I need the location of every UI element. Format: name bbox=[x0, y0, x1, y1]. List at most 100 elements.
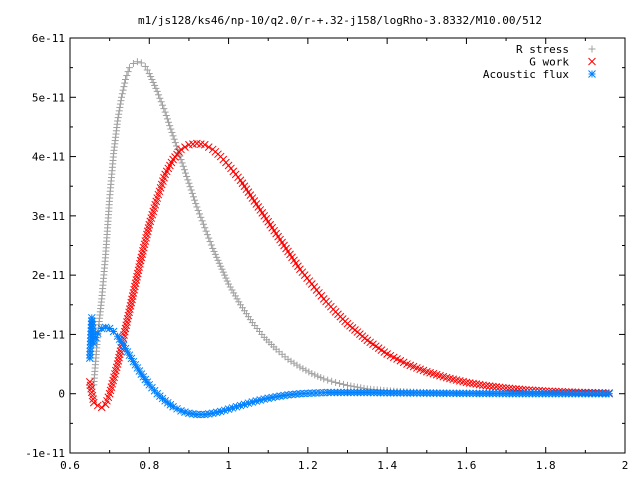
data-point bbox=[332, 378, 340, 386]
data-point bbox=[469, 379, 477, 388]
data-point bbox=[114, 117, 122, 125]
data-point bbox=[114, 114, 122, 122]
data-point bbox=[143, 66, 151, 74]
data-point bbox=[201, 224, 209, 232]
data-point bbox=[115, 353, 123, 362]
data-point bbox=[260, 395, 269, 403]
y-tick-label: 2e-11 bbox=[32, 269, 65, 282]
data-point bbox=[121, 324, 130, 333]
data-point bbox=[186, 183, 194, 191]
data-point bbox=[113, 360, 122, 368]
data-point bbox=[462, 378, 471, 387]
data-point bbox=[120, 83, 128, 91]
data-point bbox=[231, 292, 239, 300]
data-point bbox=[502, 384, 510, 392]
axes: 0.6 0.8 1 1.2 1.4 1.6 1.8 2 -1e-11 0 1e-11 2e-11 3e-… bbox=[25, 32, 628, 472]
data-point bbox=[172, 142, 180, 150]
data-point bbox=[181, 143, 189, 151]
data-point bbox=[117, 97, 125, 105]
data-point bbox=[177, 145, 185, 154]
data-point bbox=[347, 382, 355, 390]
data-point bbox=[176, 152, 184, 160]
data-point bbox=[199, 220, 207, 228]
legend-entry bbox=[588, 57, 596, 66]
y-tick-label: -1e-11 bbox=[25, 447, 65, 460]
data-point bbox=[178, 159, 186, 167]
data-point bbox=[136, 259, 144, 268]
data-point bbox=[179, 162, 187, 170]
data-point bbox=[148, 76, 156, 83]
data-point bbox=[203, 231, 211, 239]
data-point bbox=[157, 98, 165, 106]
data-point bbox=[136, 256, 145, 265]
data-point bbox=[89, 398, 98, 407]
data-point bbox=[152, 84, 160, 92]
data-point bbox=[188, 189, 196, 197]
data-point bbox=[114, 356, 123, 365]
data-point bbox=[122, 321, 131, 330]
x-tick-label: 1.4 bbox=[377, 459, 397, 472]
data-point bbox=[184, 176, 192, 184]
data-point bbox=[125, 308, 133, 317]
y-tick-label: 1e-11 bbox=[32, 328, 65, 341]
data-point bbox=[171, 139, 179, 147]
y-tick-label: 0 bbox=[58, 388, 65, 401]
data-point bbox=[209, 244, 217, 252]
y-tick-label: 5e-11 bbox=[32, 91, 65, 104]
data-point bbox=[93, 329, 102, 338]
data-point bbox=[228, 404, 237, 412]
data-point bbox=[485, 382, 494, 390]
data-point bbox=[492, 383, 501, 391]
data-point bbox=[169, 132, 177, 140]
data-point bbox=[156, 94, 164, 102]
x-tick-label: 1.6 bbox=[456, 459, 476, 472]
data-point bbox=[162, 111, 170, 119]
data-point bbox=[223, 277, 231, 285]
data-point bbox=[116, 100, 124, 108]
data-point bbox=[235, 298, 243, 306]
data-point bbox=[311, 371, 319, 379]
data-point bbox=[93, 401, 102, 410]
data-point bbox=[302, 366, 310, 374]
data-point bbox=[177, 156, 185, 164]
data-point bbox=[128, 295, 136, 304]
data-point bbox=[128, 292, 137, 301]
y-tick-label: 3e-11 bbox=[32, 210, 65, 223]
data-point bbox=[109, 327, 118, 336]
legend-marker bbox=[588, 70, 596, 78]
data-point bbox=[210, 247, 218, 255]
data-point bbox=[305, 368, 313, 376]
data-point bbox=[121, 79, 129, 87]
data-point bbox=[344, 381, 351, 389]
data-point bbox=[163, 115, 171, 123]
data-point bbox=[215, 259, 223, 267]
data-point bbox=[131, 282, 139, 291]
data-point bbox=[97, 403, 106, 412]
data-point bbox=[340, 380, 348, 388]
data-point bbox=[115, 107, 123, 115]
data-point bbox=[214, 256, 222, 264]
data-point bbox=[489, 382, 497, 391]
x-tick-label: 1.8 bbox=[536, 459, 556, 472]
legend-entry bbox=[588, 70, 596, 78]
data-point bbox=[134, 266, 143, 275]
series-acoustic-flux bbox=[85, 313, 613, 419]
data-point bbox=[191, 196, 199, 204]
x-tick-label: 1 bbox=[225, 459, 232, 472]
data-point bbox=[126, 302, 135, 310]
data-point bbox=[472, 380, 481, 388]
data-point bbox=[131, 279, 140, 288]
series-r-stress bbox=[86, 58, 613, 398]
data-point bbox=[299, 365, 307, 373]
data-point bbox=[125, 305, 134, 313]
data-point bbox=[230, 289, 238, 297]
data-point bbox=[129, 289, 138, 297]
data-point bbox=[137, 59, 145, 67]
data-point bbox=[123, 318, 131, 326]
x-tick-label: 0.6 bbox=[60, 459, 80, 472]
y-tick-label: 4e-11 bbox=[32, 151, 65, 164]
data-point bbox=[336, 379, 344, 387]
data-point bbox=[290, 359, 298, 367]
data-point bbox=[123, 314, 132, 323]
